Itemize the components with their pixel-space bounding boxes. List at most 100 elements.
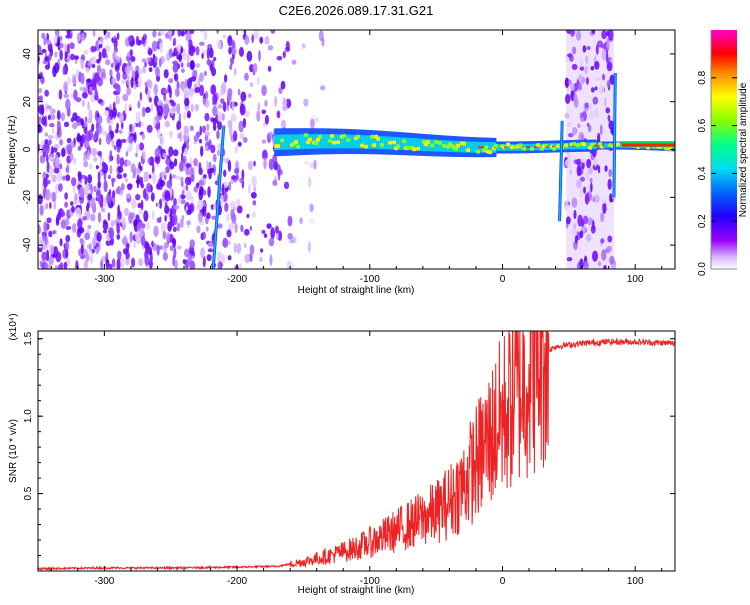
spectrogram-noise-speck <box>122 72 128 80</box>
spectrogram-noise-speck <box>571 30 576 36</box>
signal-band-core <box>286 134 289 150</box>
spectrogram-noise-speck <box>248 183 251 195</box>
signal-band-core <box>472 141 475 153</box>
signal-band-peak <box>327 138 333 143</box>
spectrogram-noise-speck <box>176 54 183 60</box>
spectrogram-noise-speck <box>66 163 70 175</box>
spectrogram-noise-speck <box>96 232 102 242</box>
snr-ytick-label: 0.5 <box>23 486 34 500</box>
spectrogram-noise-speck <box>112 190 116 199</box>
spectrogram-noise-speck <box>90 78 97 91</box>
spectrogram-noise-speck <box>608 120 615 131</box>
spectrogram-noise-speck <box>91 56 97 64</box>
spectrogram-noise-speck <box>174 87 180 98</box>
spectrogram-noise-speck <box>80 243 84 255</box>
spectrogram-noise-speck <box>49 244 55 255</box>
spectrogram-noise-speck <box>113 145 117 150</box>
spectrogram-noise-speck <box>597 261 602 267</box>
spectrogram-noise-speck <box>95 246 100 255</box>
spectrogram-noise-speck <box>96 112 100 118</box>
colorbar-gradient <box>711 30 737 269</box>
spectrogram-noise-speck <box>164 204 170 214</box>
spectrogram-noise-speck <box>56 170 63 182</box>
spectrogram-noise-speck <box>81 100 85 107</box>
signal-band-peak <box>437 141 443 146</box>
spectrogram-noise-speck <box>108 263 113 269</box>
spectrogram-noise-speck <box>249 244 255 256</box>
signal-band-core <box>440 139 443 152</box>
spectrogram-noise-speck <box>41 116 47 126</box>
spectrogram-noise-speck <box>609 193 613 203</box>
spectrogram-noise-speck <box>242 136 248 143</box>
spectrogram-noise-speck <box>127 51 130 58</box>
spectrogram-noise-speck <box>54 264 59 269</box>
spectrogram-noise-speck <box>581 219 585 227</box>
spectrogram-noise-speck <box>234 168 240 175</box>
spectrogram-noise-speck <box>590 224 596 234</box>
signal-band-core <box>464 141 467 153</box>
spectrogram-noise-speck <box>61 147 66 158</box>
colorbar-label: Normalized spectral amplitude <box>738 82 749 217</box>
spectrogram-noise-speck <box>61 175 67 181</box>
signal-band-peak <box>293 140 299 145</box>
spectrogram-noise-speck <box>113 37 118 49</box>
spectrogram-noise-speck <box>97 171 101 183</box>
spectrogram-noise-speck <box>105 258 110 269</box>
spectrogram-noise-speck <box>581 161 585 170</box>
spectrogram-noise-speck <box>44 234 48 246</box>
spectrogram-noise-speck <box>233 130 238 142</box>
spectrogram-noise-speck <box>157 99 163 107</box>
spectrogram-noise-speck <box>230 200 236 210</box>
spectrogram-noise-speck <box>128 35 133 43</box>
spectrogram-noise-speck <box>202 174 207 179</box>
spectrogram-noise-speck <box>308 218 315 224</box>
spectrogram-noise-speck <box>80 174 87 179</box>
spectrogram-noise-speck <box>566 257 573 262</box>
spectrogram-noise-speck <box>585 171 590 180</box>
spectrogram-noise-speck <box>572 126 578 135</box>
signal-band-core <box>532 143 535 151</box>
spectrogram-noise-speck <box>83 154 88 163</box>
spectrogram-noise-speck <box>54 51 58 58</box>
signal-band-core <box>586 142 589 150</box>
signal-band-core <box>412 138 415 151</box>
spectrogram-noise-speck <box>608 168 613 178</box>
spectrogram-noise-speck <box>162 230 167 240</box>
spectrogram-noise-speck <box>582 45 587 53</box>
signal-band-peak <box>395 144 401 149</box>
spectrogram-noise-speck <box>186 78 192 89</box>
spectrogram-noise-speck <box>183 125 189 135</box>
spectrogram-noise-speck <box>47 42 53 52</box>
signal-band-peak <box>526 146 529 149</box>
spectrogram-noise-speck <box>594 86 598 91</box>
spectrogram-noise-speck <box>53 62 60 74</box>
spectrogram-noise-speck <box>200 30 205 33</box>
signal-band-peak <box>375 136 381 141</box>
spectrogram-noise-speck <box>117 250 122 261</box>
spectrogram-noise-speck <box>597 165 601 174</box>
spectrogram-noise-speck <box>204 145 208 151</box>
spectrogram-noise-speck <box>168 146 174 157</box>
spectrogram-noise-speck <box>59 163 63 170</box>
spectrogram-ytick-label: 20 <box>22 96 33 108</box>
signal-band-core <box>350 134 353 149</box>
signal-band-core <box>436 139 439 152</box>
spectrogram-noise-speck <box>257 102 261 113</box>
spectrogram-noise-speck <box>45 249 50 262</box>
spectrogram-noise-speck <box>84 232 91 241</box>
spectrogram-noise-speck <box>587 217 594 226</box>
signal-band-core <box>474 141 477 153</box>
spectrogram-noise-speck <box>190 76 197 82</box>
spectrogram-noise-speck <box>576 178 582 189</box>
spectrogram-noise-speck <box>179 161 184 172</box>
spectrogram-noise-speck <box>52 229 56 235</box>
spectrogram-noise-speck <box>146 124 153 133</box>
spectrogram-noise-speck <box>116 173 123 180</box>
spectrogram-noise-speck <box>111 178 115 188</box>
spectrogram-noise-speck <box>261 229 266 234</box>
spectrogram-noise-speck <box>186 220 191 226</box>
spectrogram-noise-speck <box>249 81 254 88</box>
signal-band-peak <box>433 139 439 144</box>
spectrogram-noise-speck <box>239 103 246 116</box>
spectrogram-noise-speck <box>607 235 613 243</box>
